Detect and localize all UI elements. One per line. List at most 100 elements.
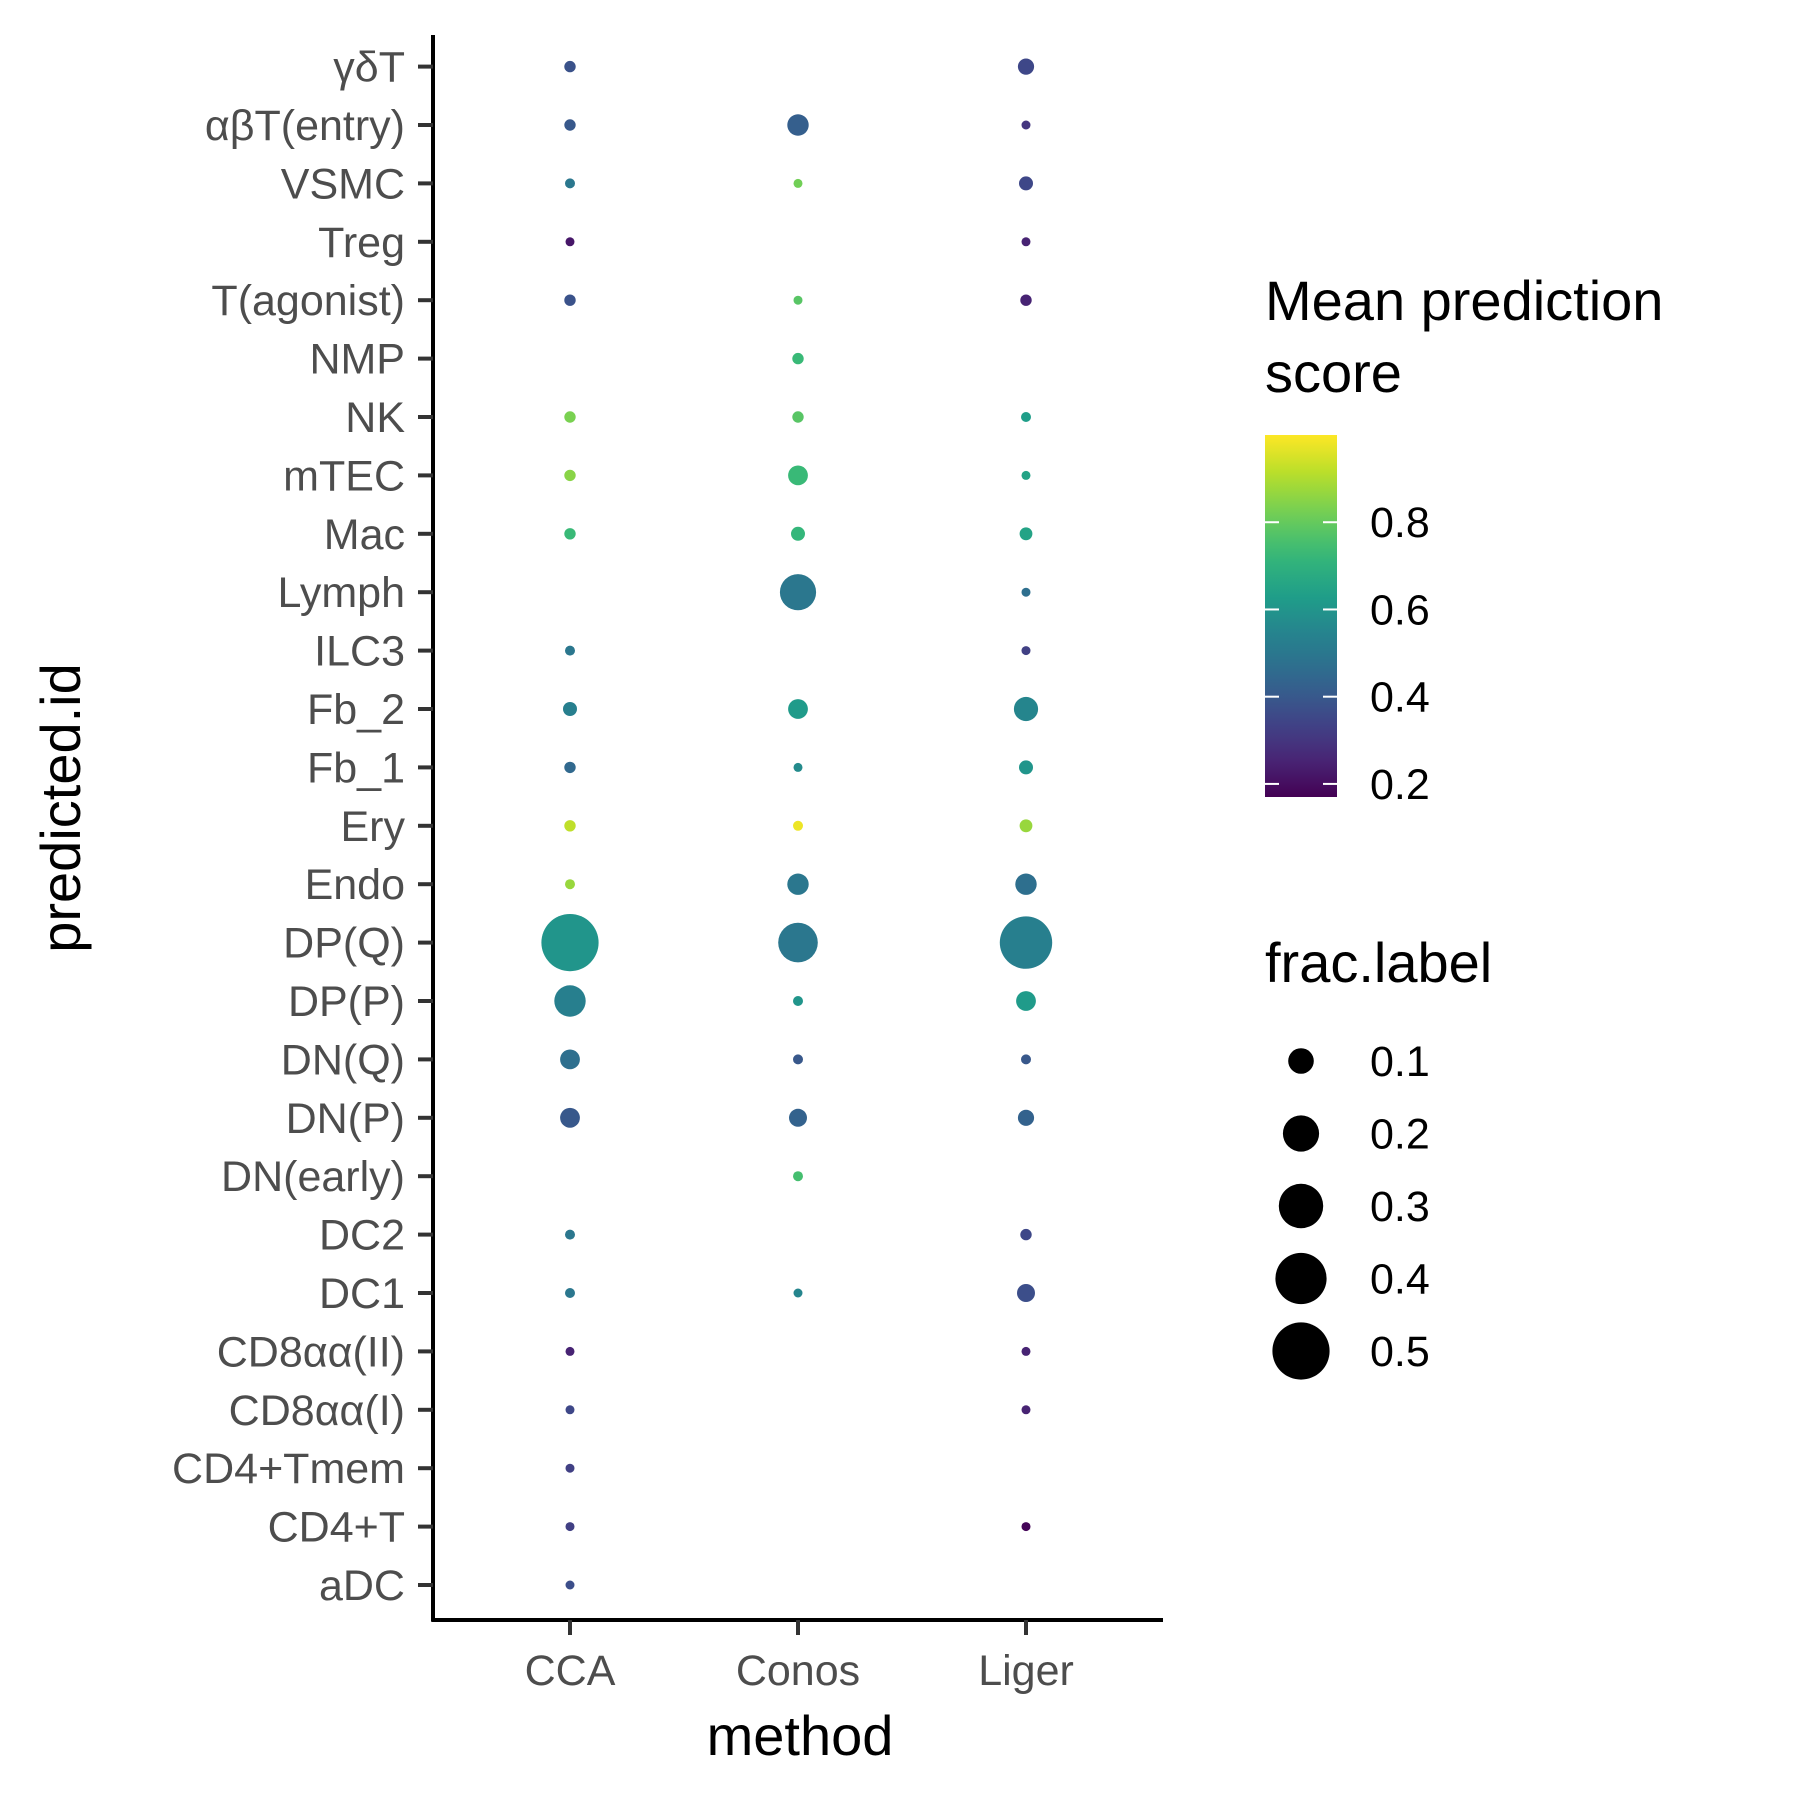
point-liger-cd8αα-ii xyxy=(1021,1346,1031,1356)
size-legend-key xyxy=(1275,1252,1327,1305)
y-axis-title: predicted.id xyxy=(29,663,92,953)
color-legend-title: score xyxy=(1265,341,1402,404)
point-liger-ilc3 xyxy=(1021,646,1031,656)
x-tick-label-liger: Liger xyxy=(978,1647,1074,1695)
point-liger-mtec xyxy=(1021,470,1031,480)
point-cca-αβt-entry xyxy=(564,119,576,131)
point-liger-mac xyxy=(1019,527,1033,541)
y-tick-label-cd4-t: CD4+T xyxy=(268,1504,405,1552)
size-legend: frac.label 0.1 0.2 0.3 0.4 0.5 xyxy=(1265,931,1492,1380)
y-tick-label-lymph: Lymph xyxy=(278,569,405,617)
point-liger-ery xyxy=(1019,819,1033,833)
y-tick-label-dc2: DC2 xyxy=(319,1212,405,1260)
y-tick-label-vsmc: VSMC xyxy=(281,160,405,208)
size-legend-label: 0.4 xyxy=(1370,1256,1430,1304)
colorbar xyxy=(1265,435,1337,797)
y-tick-label-cd4-tmem: CD4+Tmem xyxy=(172,1445,405,1493)
point-conos-mac xyxy=(791,526,805,541)
y-tick-label-dp-q: DP(Q) xyxy=(283,920,405,968)
x-tick-label-cca: CCA xyxy=(525,1647,616,1695)
y-tick-label-fb-1: Fb_1 xyxy=(307,744,405,792)
point-cca-endo xyxy=(565,879,575,890)
size-legend-label: 0.3 xyxy=(1370,1183,1430,1231)
y-tick-label-dn-early: DN(early) xyxy=(221,1153,405,1201)
point-conos-nk xyxy=(792,411,804,423)
point-cca-cd4-tmem xyxy=(565,1463,575,1473)
point-liger-cd4-t xyxy=(1021,1522,1031,1532)
size-legend-label: 0.2 xyxy=(1370,1111,1430,1159)
point-conos-vsmc xyxy=(793,178,803,188)
point-conos-dn-p xyxy=(789,1108,807,1127)
point-conos-mtec xyxy=(788,465,808,486)
y-tick-label-mac: Mac xyxy=(324,511,405,559)
y-tick-label-dp-p: DP(P) xyxy=(288,978,405,1026)
point-conos-t-agonist xyxy=(793,295,803,305)
colorbar-label: 0.6 xyxy=(1370,586,1430,634)
colorbar-label: 0.2 xyxy=(1370,761,1430,809)
size-legend-key xyxy=(1282,1115,1320,1152)
axes: aDC CD4+T CD4+Tmem CD8αα(I) CD8αα(II) DC1 DC2 D… xyxy=(172,35,1163,1695)
y-tick-label-γδt: γδT xyxy=(333,44,405,92)
point-liger-dn-p xyxy=(1017,1109,1035,1126)
y-tick-label-dn-p: DN(P) xyxy=(286,1095,405,1143)
size-legend-key xyxy=(1278,1183,1324,1229)
point-cca-dn-p xyxy=(560,1107,580,1128)
point-conos-αβt-entry xyxy=(787,114,809,136)
y-tick-label-ery: Ery xyxy=(341,803,406,851)
y-tick-label-dc1: DC1 xyxy=(319,1270,405,1318)
point-liger-dc1 xyxy=(1017,1284,1035,1302)
size-legend-key xyxy=(1272,1322,1330,1380)
y-tick-label-cd8αα-i: CD8αα(I) xyxy=(229,1387,405,1435)
y-tick-label-endo: Endo xyxy=(305,861,405,909)
point-conos-dn-q xyxy=(793,1054,803,1065)
point-cca-ilc3 xyxy=(565,645,575,656)
y-tick-label-mtec: mTEC xyxy=(283,452,405,500)
point-conos-fb-1 xyxy=(793,762,803,772)
colorbar-label: 0.8 xyxy=(1370,499,1430,547)
point-cca-nk xyxy=(564,411,576,423)
point-liger-t-agonist xyxy=(1020,294,1032,306)
point-cca-dp-q xyxy=(541,914,599,972)
point-cca-adc xyxy=(565,1580,575,1590)
point-cca-cd8αα-i xyxy=(565,1405,575,1415)
point-liger-vsmc xyxy=(1019,176,1033,191)
y-tick-label-dn-q: DN(Q) xyxy=(281,1036,405,1084)
y-tick-label-ilc3: ILC3 xyxy=(314,628,405,676)
point-cca-t-agonist xyxy=(564,294,576,306)
point-cca-vsmc xyxy=(565,178,575,189)
point-cca-dn-q xyxy=(560,1049,580,1070)
point-conos-nmp xyxy=(792,352,804,365)
y-tick-label-t-agonist: T(agonist) xyxy=(211,277,405,325)
point-liger-cd8αα-i xyxy=(1021,1405,1031,1415)
point-cca-fb-2 xyxy=(563,702,577,716)
x-tick-label-conos: Conos xyxy=(736,1647,860,1695)
point-cca-dc2 xyxy=(565,1229,575,1240)
point-conos-ery xyxy=(793,820,803,831)
point-cca-mac xyxy=(564,528,576,540)
point-cca-dc1 xyxy=(565,1288,575,1298)
point-liger-αβt-entry xyxy=(1021,120,1031,130)
point-liger-dn-q xyxy=(1021,1054,1031,1065)
point-liger-nk xyxy=(1021,412,1031,422)
y-tick-label-nmp: NMP xyxy=(309,336,405,384)
point-conos-dc1 xyxy=(793,1288,803,1298)
size-legend-label: 0.5 xyxy=(1370,1328,1430,1376)
point-conos-dp-p xyxy=(793,996,803,1006)
point-conos-endo xyxy=(787,873,809,895)
point-liger-dp-p xyxy=(1016,991,1036,1011)
size-legend-title: frac.label xyxy=(1265,931,1492,994)
colorbar-label: 0.4 xyxy=(1370,674,1430,722)
plot-area xyxy=(541,58,1053,1590)
point-liger-lymph xyxy=(1021,587,1031,597)
point-cca-ery xyxy=(564,820,576,832)
point-liger-treg xyxy=(1021,237,1031,247)
point-cca-fb-1 xyxy=(564,761,576,774)
point-liger-fb-2 xyxy=(1013,696,1039,722)
point-conos-dp-q xyxy=(778,922,818,963)
point-liger-endo xyxy=(1015,873,1037,895)
point-liger-fb-1 xyxy=(1019,760,1033,775)
point-liger-dc2 xyxy=(1020,1228,1032,1241)
color-legend: Mean prediction score 0.2 0.4 0.6 0.8 xyxy=(1265,269,1663,809)
point-cca-treg xyxy=(565,237,575,247)
